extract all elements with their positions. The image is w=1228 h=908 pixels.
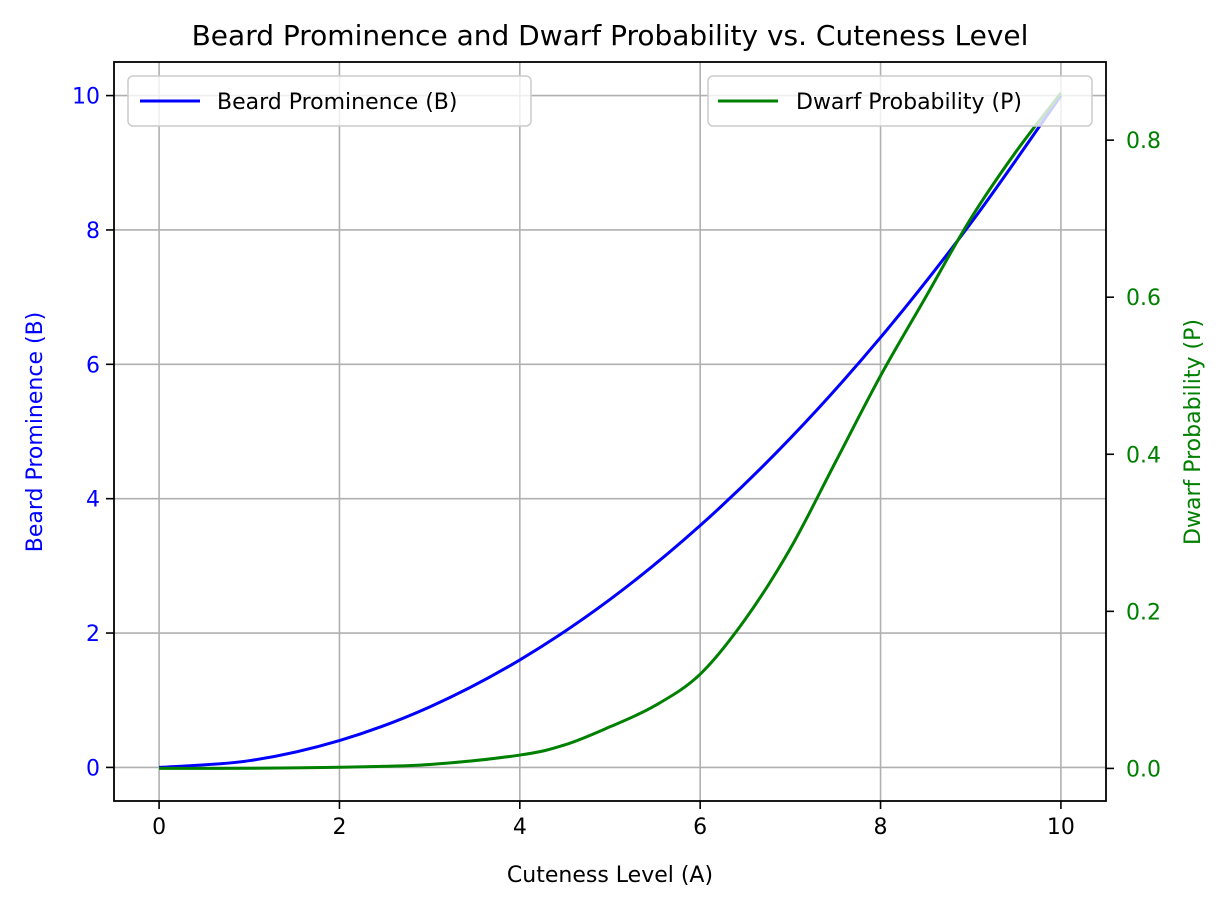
- legend-right: Dwarf Probability (P): [707, 75, 1093, 127]
- legend-left-box: [127, 75, 532, 127]
- right-tick-label: 0.0: [1126, 757, 1161, 782]
- left-tick-label: 6: [86, 353, 100, 378]
- legend-left: Beard Prominence (B): [127, 75, 532, 127]
- x-tick-label: 4: [513, 815, 527, 840]
- x-tick-label: 0: [152, 815, 166, 840]
- legend-right-box: [707, 75, 1093, 127]
- x-axis-title: Cuteness Level (A): [507, 863, 713, 888]
- right-tick-label: 0.4: [1126, 443, 1161, 468]
- right-tick-label: 0.8: [1126, 129, 1161, 154]
- x-tick-label: 2: [332, 815, 346, 840]
- legend-right-label: Dwarf Probability (P): [796, 90, 1022, 115]
- dwarf-probability-line: [159, 92, 1063, 770]
- beard-prominence-line: [158, 94, 1063, 769]
- right-axis-ticks: 0.0 0.2 0.4 0.6 0.8: [1106, 129, 1161, 782]
- right-axis-title: Dwarf Probability (P): [1181, 319, 1206, 545]
- right-tick-label: 0.2: [1126, 600, 1161, 625]
- x-tick-label: 8: [874, 815, 888, 840]
- right-tick-label: 0.6: [1126, 286, 1161, 311]
- plot-frame: [113, 61, 1107, 802]
- legend-left-label: Beard Prominence (B): [217, 90, 457, 115]
- left-axis-title: Beard Prominence (B): [23, 312, 48, 552]
- x-tick-label: 6: [693, 815, 707, 840]
- x-axis-ticks: 0 2 4 6 8 10: [152, 801, 1075, 840]
- left-tick-label: 4: [86, 488, 100, 513]
- left-tick-label: 8: [86, 219, 100, 244]
- beard-series-group: [158, 94, 1063, 769]
- left-tick-label: 0: [86, 756, 100, 781]
- left-axis-ticks: 0 2 4 6 8 10: [72, 85, 114, 781]
- dwarf-series-group: [159, 92, 1063, 770]
- left-tick-label: 10: [72, 85, 100, 110]
- left-tick-label: 2: [86, 622, 100, 647]
- x-tick-label: 10: [1047, 815, 1075, 840]
- chart-title: Beard Prominence and Dwarf Probability v…: [192, 19, 1029, 52]
